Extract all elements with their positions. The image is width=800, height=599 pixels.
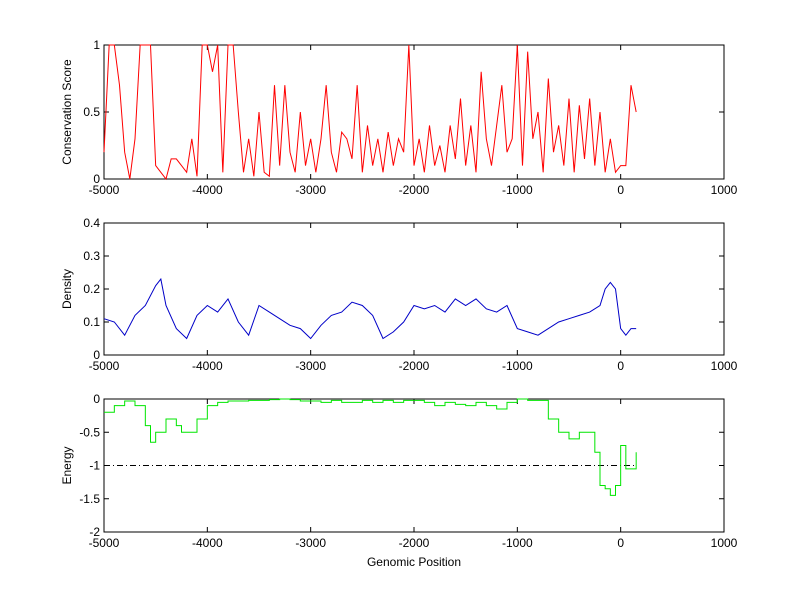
x-tick-label: -4000 (192, 536, 223, 550)
x-tick-label: 1000 (711, 536, 738, 550)
x-axis-label: Genomic Position (367, 555, 461, 569)
y-tick-label: 0.4 (83, 216, 100, 230)
x-tick-label: -1000 (502, 536, 533, 550)
data-line (103, 44, 637, 181)
x-tick-label: 0 (617, 183, 624, 197)
x-tick-label: 1000 (711, 359, 738, 373)
x-tick-label: -4000 (192, 359, 223, 373)
x-tick-label: -2000 (399, 183, 430, 197)
data-line (103, 277, 637, 340)
y-tick-label: 1 (93, 38, 100, 52)
y-tick-label: 0.2 (83, 282, 100, 296)
x-tick-label: 0 (617, 359, 624, 373)
x-tick-label: -2000 (399, 359, 430, 373)
y-tick-label: 0.1 (83, 315, 100, 329)
x-tick-label: -3000 (295, 359, 326, 373)
y-axis-label: Density (60, 269, 74, 309)
y-tick-label: 0 (93, 172, 100, 186)
y-axis-label: Energy (60, 446, 74, 484)
y-tick-label: 0.5 (83, 105, 100, 119)
y-tick-label: -1 (89, 459, 100, 473)
x-tick-label: -1000 (502, 183, 533, 197)
x-tick-label: -3000 (295, 183, 326, 197)
y-tick-label: -0.5 (79, 425, 100, 439)
x-tick-label: 0 (617, 536, 624, 550)
x-tick-label: -5000 (89, 536, 120, 550)
plot-area (103, 222, 725, 356)
data-line (104, 398, 637, 496)
y-tick-label: -2 (89, 525, 100, 539)
x-tick-label: -1000 (502, 359, 533, 373)
x-tick-label: -5000 (89, 359, 120, 373)
x-tick-label: -2000 (399, 536, 430, 550)
x-tick-label: -3000 (295, 536, 326, 550)
y-tick-label: 0.3 (83, 249, 100, 263)
x-tick-label: -4000 (192, 183, 223, 197)
y-tick-label: 0 (93, 392, 100, 406)
y-tick-label: 0 (93, 348, 100, 362)
x-tick-label: -5000 (89, 183, 120, 197)
y-tick-label: -1.5 (79, 492, 100, 506)
x-tick-label: 1000 (711, 183, 738, 197)
y-axis-label: Conservation Score (60, 59, 74, 165)
